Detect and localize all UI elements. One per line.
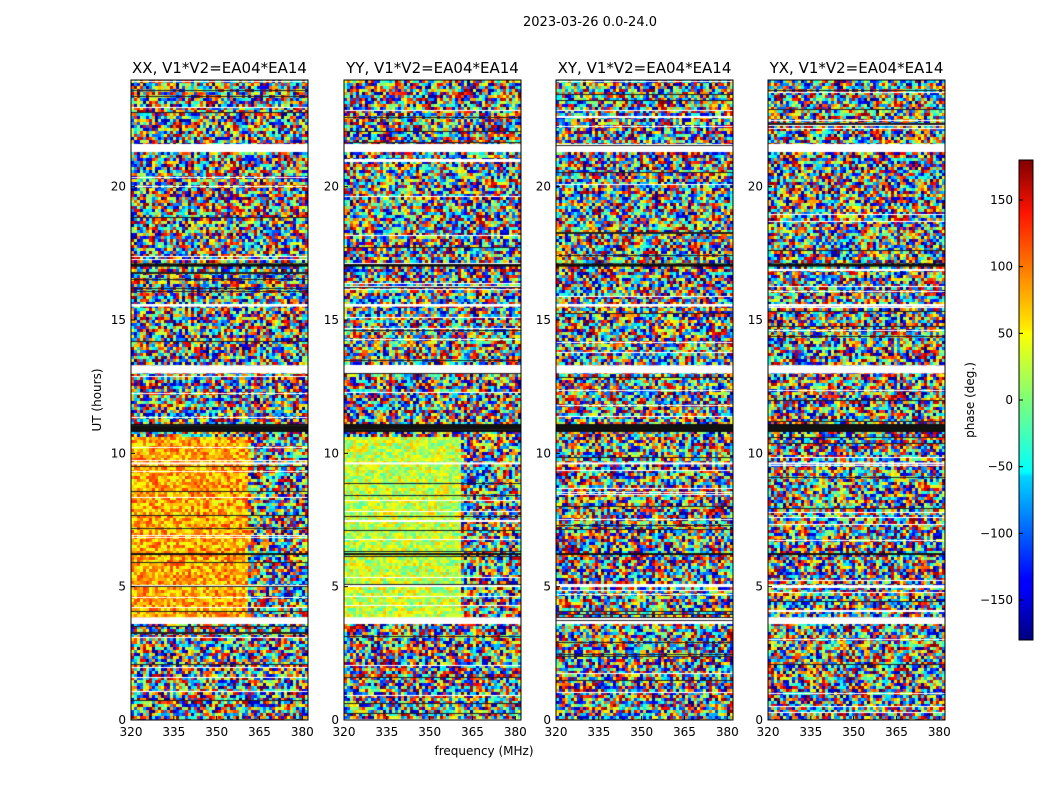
panel-2: XY, V1*V2=EA04*EA14 320 335 350 365 380 0 5 10 15… [536, 59, 739, 739]
heatmap-image [131, 80, 308, 720]
y-tick-label: 15 [111, 313, 126, 327]
x-tick-label: 335 [587, 725, 610, 739]
y-tick-label: 20 [324, 180, 339, 194]
x-tick-label: 380 [291, 725, 314, 739]
x-tick-label: 335 [799, 725, 822, 739]
y-tick-label: 15 [536, 313, 551, 327]
colorbar-tick-label: 150 [990, 193, 1013, 207]
figure-suptitle: 2023-03-26 0.0-24.0 [523, 15, 657, 30]
y-tick-label: 15 [324, 313, 339, 327]
y-tick-label: 0 [755, 713, 763, 727]
panel-frame [555, 79, 734, 721]
panel-frame [343, 79, 522, 721]
y-tick-label: 10 [111, 446, 126, 460]
x-tick-label: 320 [333, 725, 356, 739]
x-tick-label: 320 [545, 725, 568, 739]
heatmap-image [556, 80, 733, 720]
x-tick-label: 335 [162, 725, 185, 739]
y-tick-label: 0 [118, 713, 126, 727]
colorbar: 150 100 50 0 −50 −100 −150 phase (deg.) [963, 159, 1034, 641]
y-tick-label: 15 [748, 313, 763, 327]
x-tick-label: 350 [418, 725, 441, 739]
colorbar-tick-label: 100 [990, 260, 1013, 274]
x-tick-label: 320 [120, 725, 143, 739]
y-tick-label: 0 [543, 713, 551, 727]
panel-1: YY, V1*V2=EA04*EA14 320 335 350 365 380 0 5 10 15… [324, 59, 527, 739]
heatmap-image [344, 80, 521, 720]
colorbar-ticks: 150 100 50 0 −50 −100 −150 [980, 193, 1023, 607]
x-tick-label: 380 [716, 725, 739, 739]
panels-layer: XX, V1*V2=EA04*EA14 320 335 350 365 380 0 5 10 15… [111, 59, 951, 739]
x-tick-label: 350 [630, 725, 653, 739]
x-tick-label: 365 [248, 725, 271, 739]
x-tick-label: 380 [504, 725, 527, 739]
panel-title: XY, V1*V2=EA04*EA14 [558, 59, 732, 77]
y-tick-label: 5 [543, 580, 551, 594]
x-tick-label: 365 [461, 725, 484, 739]
y-tick-label: 10 [536, 446, 551, 460]
y-tick-label: 5 [331, 580, 339, 594]
colorbar-tick-label: −150 [980, 593, 1013, 607]
y-tick-label: 20 [111, 180, 126, 194]
y-tick-label: 10 [324, 446, 339, 460]
colorbar-tick-label: 50 [998, 326, 1013, 340]
y-tick-label: 20 [536, 180, 551, 194]
panel-title: YX, V1*V2=EA04*EA14 [769, 59, 944, 77]
colorbar-label: phase (deg.) [963, 362, 977, 438]
x-tick-label: 335 [375, 725, 398, 739]
x-tick-label: 380 [928, 725, 951, 739]
heatmap-image [768, 80, 945, 720]
y-tick-label: 5 [755, 580, 763, 594]
panel-frame [130, 79, 309, 721]
x-tick-label: 365 [673, 725, 696, 739]
panel-frame [767, 79, 946, 721]
y-axis-label: UT (hours) [90, 368, 104, 431]
colorbar-tick-label: −50 [988, 460, 1013, 474]
panel-3: YX, V1*V2=EA04*EA14 320 335 350 365 380 0 5 10 15… [748, 59, 951, 739]
panel-title: XX, V1*V2=EA04*EA14 [132, 59, 307, 77]
panel-0: XX, V1*V2=EA04*EA14 320 335 350 365 380 0 5 10 15… [111, 59, 314, 739]
x-tick-label: 320 [757, 725, 780, 739]
y-tick-label: 5 [118, 580, 126, 594]
x-axis-label: frequency (MHz) [434, 744, 533, 758]
panel-title: YY, V1*V2=EA04*EA14 [345, 59, 519, 77]
x-tick-label: 350 [842, 725, 865, 739]
y-tick-label: 10 [748, 446, 763, 460]
y-tick-label: 20 [748, 180, 763, 194]
y-tick-label: 0 [331, 713, 339, 727]
colorbar-tick-label: 0 [1005, 393, 1013, 407]
colorbar-tick-label: −100 [980, 526, 1013, 540]
x-tick-label: 350 [205, 725, 228, 739]
x-tick-label: 365 [885, 725, 908, 739]
